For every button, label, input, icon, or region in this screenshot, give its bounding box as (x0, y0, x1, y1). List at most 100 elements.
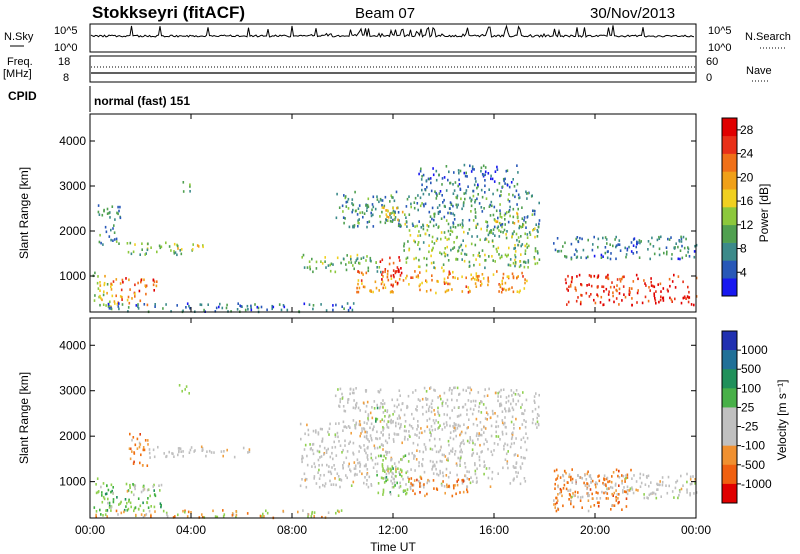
velocity-echo-region (105, 482, 163, 513)
time-x-axis: 00:00 04:00 08:00 12:00 16:00 20:00 00:00 (75, 114, 711, 537)
power-ytick-label: 4000 (59, 134, 86, 148)
power-colorbar-tick-label: 4 (740, 265, 747, 279)
time-xlabel: Time UT (370, 540, 416, 554)
velocity-echo-region (376, 454, 410, 497)
power-colorbar-swatch (722, 171, 737, 190)
power-colorbar-tick-label: 12 (740, 218, 754, 232)
velocity-colorbar-tick-label: -25 (741, 420, 759, 434)
velocity-echo-region (128, 432, 149, 467)
power-ytick-label: 1000 (59, 269, 86, 283)
power-echo-region (335, 190, 541, 229)
freq-tick-top: 18 (58, 56, 70, 68)
power-colorbar-frame (721, 117, 738, 297)
beam-title: Beam 07 (355, 5, 415, 22)
power-colorbar-swatch (722, 260, 737, 279)
velocity-echo-region (126, 484, 154, 494)
power-echo-region (182, 181, 191, 193)
power-heatmap (92, 163, 698, 314)
nsearch-tick-bottom: 10^0 (708, 42, 732, 54)
velocity-colorbar-swatch (722, 445, 737, 466)
nave-tick-top: 60 (706, 56, 718, 68)
time-tick-label: 04:00 (176, 523, 206, 537)
power-colorbar-tick-label: 16 (740, 194, 754, 208)
power-y-axis: 1000 2000 3000 4000 (59, 134, 696, 283)
power-echo-region (564, 273, 698, 307)
velocity-colorbar-frame (721, 330, 738, 504)
nsky-trace (90, 24, 695, 38)
velocity-colorbar-tick-label: 25 (741, 400, 755, 414)
date-title: 30/Nov/2013 (590, 5, 675, 22)
power-echo-region (301, 253, 382, 274)
velocity-echo-region (408, 477, 470, 498)
power-colorbar-swatch (722, 207, 737, 226)
velocity-ytick-label: 3000 (59, 384, 86, 398)
nsky-panel-frame (89, 23, 697, 53)
freq-tick-bottom: 8 (63, 72, 69, 84)
velocity-echo-region (553, 468, 632, 513)
power-echo-region (176, 243, 204, 252)
velocity-colorbar-tick-label: 1000 (741, 343, 768, 357)
power-colorbar-swatch (722, 242, 737, 261)
velocity-colorbar-tick-label: -500 (741, 458, 765, 472)
power-colorbar-tick-label: 8 (740, 242, 747, 256)
velocity-heatmap (93, 384, 698, 520)
power-colorbar-tick-label: 20 (740, 170, 754, 184)
velocity-colorbar-tick-label: 500 (741, 362, 761, 376)
velocity-ytick-label: 1000 (59, 475, 86, 489)
power-echo-region (97, 204, 122, 246)
power-echo-region (110, 277, 158, 295)
nave-tick-bottom: 0 (706, 72, 712, 84)
velocity-colorbar-swatch (722, 331, 737, 351)
power-echo-region (379, 256, 405, 288)
velocity-ylabel: Slant Range [km] (17, 372, 31, 464)
power-colorbar-tick-label: 28 (740, 123, 754, 137)
velocity-ytick-label: 2000 (59, 429, 86, 443)
velocity-colorbar-swatch (722, 388, 737, 408)
nsky-label: N.Sky (4, 31, 34, 43)
power-echo-region (418, 163, 519, 193)
velocity-colorbar-swatch (722, 350, 737, 370)
nsky-tick-bottom: 10^0 (54, 42, 78, 54)
time-tick-label: 00:00 (681, 523, 711, 537)
velocity-colorbar: 1000 500 100 25 -25 -100 -500 -1000 (721, 330, 772, 504)
velocity-colorbar-swatch (722, 464, 737, 485)
velocity-colorbar-swatch (722, 369, 737, 389)
velocity-colorbar-tick-label: -1000 (741, 477, 772, 491)
velocity-echo-region (93, 477, 115, 517)
nsky-tick-top: 10^5 (54, 25, 78, 37)
time-tick-label: 20:00 (580, 523, 610, 537)
velocity-colorbar-tick-label: -100 (741, 439, 765, 453)
time-tick-label: 16:00 (479, 523, 509, 537)
power-colorbar-swatch (722, 224, 737, 243)
time-tick-label: 12:00 (378, 523, 408, 537)
time-tick-label: 08:00 (277, 523, 307, 537)
power-echo-region (494, 209, 520, 225)
velocity-echo-region (373, 406, 394, 425)
nsearch-label: N.Search (745, 31, 791, 43)
time-tick-label: 00:00 (75, 523, 105, 537)
power-echo-region (92, 271, 114, 311)
power-colorbar-tick-label: 24 (740, 147, 754, 161)
velocity-echo-region (334, 386, 540, 430)
nsearch-tick-top: 10^5 (708, 25, 732, 37)
velocity-colorbar-tick-label: 100 (741, 381, 761, 395)
cpid-label: CPID (8, 89, 37, 103)
power-echo-region (553, 235, 698, 261)
power-colorbar-swatch (722, 118, 737, 137)
freq-panel-frame (89, 55, 697, 83)
power-ytick-label: 3000 (59, 179, 86, 193)
power-colorbar-swatch (722, 278, 737, 297)
power-echo-region (126, 241, 183, 257)
power-colorbar-swatch (722, 153, 737, 172)
velocity-colorbar-swatch (722, 483, 737, 504)
station-title: Stokkseyri (fitACF) (92, 3, 245, 22)
velocity-echo-region (148, 445, 251, 459)
power-colorbar-label: Power [dB] (757, 184, 771, 243)
power-echo-region (356, 269, 528, 295)
power-colorbar: 4 8 12 16 20 24 28 (721, 117, 754, 297)
power-colorbar-swatch (722, 189, 737, 208)
velocity-colorbar-swatch (722, 407, 737, 427)
velocity-echo-region (557, 472, 698, 500)
power-colorbar-swatch (722, 135, 737, 154)
power-ytick-label: 2000 (59, 224, 86, 238)
